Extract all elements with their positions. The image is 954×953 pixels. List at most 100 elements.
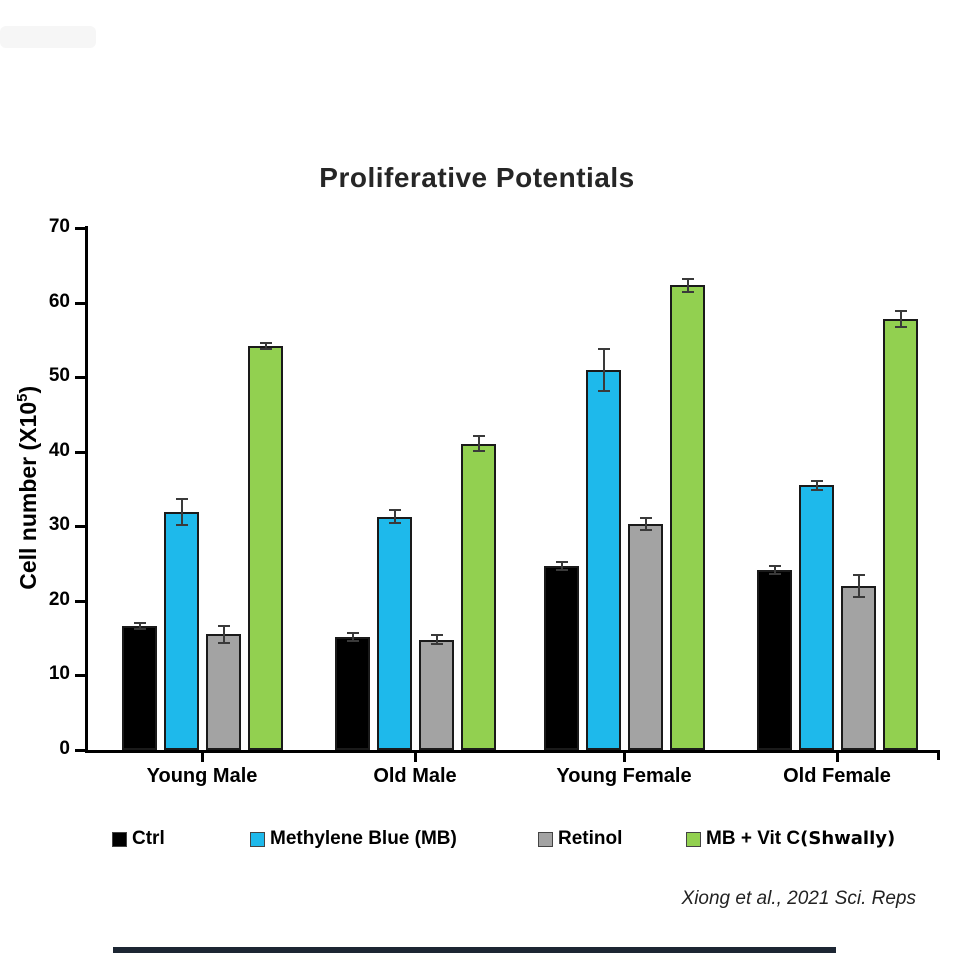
error-bar-line (773, 567, 776, 574)
x-axis-end-tick (937, 753, 940, 760)
y-axis-tick-label: 70 (48, 216, 70, 237)
error-bar-cap-top (346, 631, 359, 634)
error-bar-line (815, 481, 818, 489)
error-bar-cap-bottom (388, 521, 401, 524)
error-bar-cap-top (133, 621, 146, 624)
error-bar-cap-bottom (346, 639, 359, 642)
error-bar-line (222, 626, 225, 642)
bar-methylene-blue-mb (164, 512, 199, 750)
error-bar-cap-bottom (472, 450, 485, 453)
bar-retinol (841, 585, 876, 750)
bar-mb-vit-c-shwally (883, 318, 918, 750)
bar-retinol (628, 524, 663, 750)
error-bar-cap-bottom (259, 348, 272, 351)
scan-artifact-smudge (0, 26, 96, 48)
category-label: Young Female (556, 765, 692, 787)
error-bar-cap-top (175, 498, 188, 501)
bar-mb-vit-c-shwally (248, 345, 283, 750)
category-label: Old Male (373, 765, 457, 787)
legend-label-text: Ctrl (132, 828, 165, 849)
y-axis-tick (75, 301, 85, 305)
error-bar-cap-bottom (768, 573, 781, 576)
y-axis-tick-label: 40 (48, 439, 70, 461)
chart-title: Proliferative Potentials (319, 162, 635, 193)
y-axis-tick-label: 50 (48, 365, 70, 387)
y-axis-tick (75, 674, 85, 678)
y-axis-tick-label: 60 (48, 290, 70, 312)
y-axis-tick-label: 0 (59, 738, 70, 759)
error-bar-cap-bottom (894, 325, 907, 328)
bar-methylene-blue-mb (586, 369, 621, 750)
error-bar-cap-bottom (217, 641, 230, 644)
legend-label: Methylene Blue (MB) (270, 828, 457, 850)
x-axis-tick (414, 753, 417, 762)
y-axis-tick-label: 10 (48, 663, 70, 685)
error-bar-cap-bottom (175, 524, 188, 527)
bar-methylene-blue-mb (377, 516, 412, 750)
bar-retinol (206, 634, 241, 750)
bar-mb-vit-c-shwally (670, 285, 705, 750)
bar-retinol (419, 639, 454, 750)
category-label: Old Female (783, 765, 891, 787)
legend-label: Retinol (558, 828, 622, 850)
bar-ctrl (122, 626, 157, 750)
y-axis-line (85, 226, 88, 753)
error-bar-cap-top (555, 560, 568, 563)
error-bar-cap-top (639, 516, 652, 519)
legend-swatch (538, 832, 553, 847)
bar-ctrl (544, 565, 579, 750)
error-bar-cap-top (852, 574, 865, 577)
error-bar-line (477, 436, 480, 451)
window-edge-strip (113, 947, 836, 953)
legend-label-text: Methylene Blue (MB) (270, 828, 457, 849)
x-axis-line (85, 750, 940, 753)
y-axis-tick (75, 227, 85, 230)
legend-swatch (250, 832, 265, 847)
y-axis-tick-label: 30 (48, 514, 70, 536)
legend-swatch (112, 832, 127, 847)
error-bar-line (644, 518, 647, 530)
error-bar-cap-top (768, 565, 781, 568)
legend-swatch (686, 832, 701, 847)
error-bar-line (351, 633, 354, 640)
error-bar-cap-top (259, 341, 272, 344)
error-bar-line (435, 635, 438, 644)
y-axis-tick (75, 376, 85, 380)
error-bar-cap-top (217, 624, 230, 627)
y-axis-tick (75, 599, 85, 603)
bar-ctrl (757, 570, 792, 750)
error-bar-cap-top (388, 509, 401, 512)
y-axis-tick (75, 450, 85, 454)
error-bar-cap-top (810, 479, 823, 482)
error-bar-cap-bottom (639, 529, 652, 532)
legend-label-text: Retinol (558, 828, 623, 849)
error-bar-line (138, 623, 141, 629)
error-bar-cap-bottom (681, 290, 694, 293)
error-bar-line (264, 343, 267, 349)
bar-ctrl (335, 636, 370, 750)
y-axis-tick (75, 525, 85, 529)
error-bar-cap-bottom (555, 568, 568, 571)
y-axis-tick-label: 20 (48, 588, 70, 610)
error-bar-line (686, 280, 689, 291)
error-bar-cap-top (681, 278, 694, 281)
legend-label: MB + Vit C(Shwally) (706, 828, 895, 850)
category-label: Young Male (146, 765, 258, 787)
error-bar-line (180, 500, 183, 525)
error-bar-cap-top (472, 434, 485, 437)
error-bar-line (857, 576, 860, 596)
legend-label: Ctrl (132, 828, 165, 850)
citation-text: Xiong et al., 2021 Sci. Reps (681, 888, 916, 909)
y-axis-tick (75, 749, 85, 752)
x-axis-tick (623, 753, 626, 762)
legend-label-suffix: (Shwally) (800, 828, 896, 849)
error-bar-cap-bottom (810, 489, 823, 491)
error-bar-cap-bottom (852, 595, 865, 598)
error-bar-cap-top (597, 347, 610, 350)
error-bar-line (602, 349, 605, 390)
x-axis-tick (836, 753, 839, 762)
x-axis-tick (201, 753, 204, 762)
error-bar-cap-bottom (133, 628, 146, 631)
